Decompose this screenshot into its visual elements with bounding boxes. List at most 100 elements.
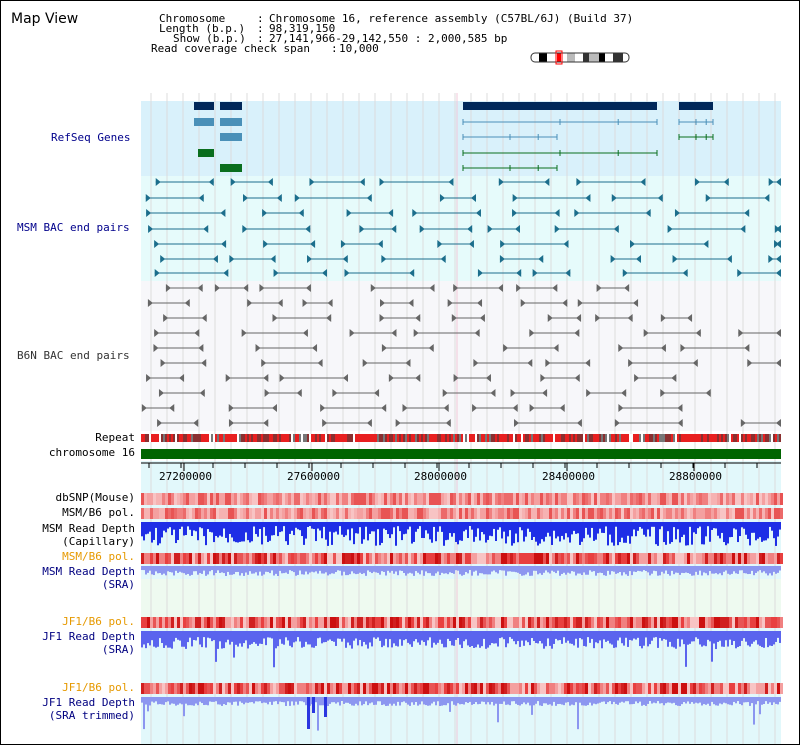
polymorphism-heatmap-cell xyxy=(555,683,558,694)
repeat-segment xyxy=(261,434,263,442)
repeat-segment xyxy=(759,434,761,442)
track-label-msm-bac[interactable]: MSM BAC end pairs xyxy=(17,221,130,234)
read-depth-bar xyxy=(759,631,761,646)
track-label-refseq[interactable]: RefSeq Genes xyxy=(51,131,131,144)
polymorphism-heatmap-cell xyxy=(645,553,648,564)
read-depth-bar xyxy=(655,566,657,572)
polymorphism-heatmap-cell xyxy=(396,508,399,519)
read-depth-bar xyxy=(751,697,753,704)
read-depth-bar xyxy=(143,697,145,730)
bac-end-marker xyxy=(366,194,372,202)
polymorphism-heatmap-cell xyxy=(360,508,363,519)
read-depth-bar xyxy=(415,631,417,640)
bac-end-marker xyxy=(674,209,680,217)
polymorphism-heatmap-cell xyxy=(435,617,438,628)
bac-end-marker xyxy=(640,178,646,186)
repeat-segment xyxy=(551,434,553,442)
polymorphism-heatmap-cell xyxy=(498,508,501,519)
read-depth-bar xyxy=(151,566,153,575)
read-depth-bar xyxy=(347,522,349,530)
read-depth-bar xyxy=(721,631,723,647)
polymorphism-heatmap-cell xyxy=(450,553,453,564)
read-depth-bar xyxy=(415,566,417,572)
polymorphism-heatmap-cell xyxy=(255,493,258,505)
read-depth-bar xyxy=(447,697,449,704)
repeat-segment xyxy=(325,434,327,442)
repeat-segment xyxy=(229,434,231,442)
read-depth-bar xyxy=(453,697,455,705)
bac-end-marker xyxy=(366,419,372,427)
read-depth-bar xyxy=(331,697,333,703)
read-depth-bar xyxy=(703,697,705,705)
axis-tick-label: 27600000 xyxy=(287,470,340,483)
polymorphism-heatmap-cell xyxy=(213,553,216,564)
read-depth-bar xyxy=(581,522,583,542)
polymorphism-heatmap-cell xyxy=(390,493,393,505)
polymorphism-heatmap-cell xyxy=(579,553,582,564)
bac-end-marker xyxy=(487,225,493,233)
polymorphism-heatmap-cell xyxy=(759,683,762,694)
refseq-gene-block xyxy=(679,102,713,110)
read-depth-bar xyxy=(197,697,199,706)
polymorphism-heatmap-cell xyxy=(723,617,726,628)
read-depth-bar xyxy=(467,697,469,703)
track-label-jf1-b6-pol-2[interactable]: JF1/B6 pol. xyxy=(62,681,135,694)
polymorphism-heatmap-cell xyxy=(267,508,270,519)
read-depth-bar xyxy=(699,697,701,703)
track-label-jf1-b6-pol[interactable]: JF1/B6 pol. xyxy=(62,615,135,628)
track-label-msm-b6-pol[interactable]: MSM/B6 pol. xyxy=(62,506,135,519)
polymorphism-heatmap-cell xyxy=(303,617,306,628)
read-depth-bar xyxy=(663,631,665,639)
track-label-msm-depth-cap[interactable]: MSM Read Depth xyxy=(42,522,135,535)
read-depth-bar xyxy=(459,566,461,575)
track-label-msm-depth-sra[interactable]: MSM Read Depth xyxy=(42,565,135,578)
track-label-jf1-depth-trim[interactable]: JF1 Read Depth xyxy=(42,696,135,709)
polymorphism-heatmap-cell xyxy=(669,508,672,519)
polymorphism-heatmap-cell xyxy=(621,683,624,694)
bac-end-marker xyxy=(677,419,683,427)
polymorphism-heatmap-cell xyxy=(369,553,372,564)
polymorphism-heatmap-cell xyxy=(303,508,306,519)
track-label-jf1-depth-sra[interactable]: JF1 Read Depth xyxy=(42,630,135,643)
read-depth-bar xyxy=(339,566,341,571)
polymorphism-heatmap-cell xyxy=(615,553,618,564)
read-depth-bar xyxy=(573,631,575,646)
polymorphism-heatmap-cell xyxy=(156,553,159,564)
bac-end-marker xyxy=(512,404,518,412)
polymorphism-heatmap-cell xyxy=(207,683,210,694)
read-depth-bar xyxy=(747,522,749,539)
polymorphism-heatmap-cell xyxy=(144,617,147,628)
bac-end-marker xyxy=(305,225,311,233)
read-depth-bar xyxy=(225,631,227,643)
read-depth-bar xyxy=(333,522,335,533)
repeat-segment xyxy=(395,434,397,442)
read-depth-bar xyxy=(337,522,339,535)
read-depth-bar xyxy=(623,522,625,543)
track-label-msm-b6-pol-2[interactable]: MSM/B6 pol. xyxy=(62,550,135,563)
track-label-chromosome[interactable]: chromosome 16 xyxy=(48,446,135,459)
read-depth-bar xyxy=(747,566,749,575)
read-depth-bar xyxy=(325,631,327,643)
read-depth-bar xyxy=(287,631,289,641)
read-depth-bar xyxy=(565,522,567,534)
read-depth-bar xyxy=(381,697,383,706)
bac-end-marker xyxy=(585,359,591,367)
polymorphism-heatmap-cell xyxy=(501,553,504,564)
polymorphism-heatmap-cell xyxy=(609,508,612,519)
polymorphism-heatmap-cell xyxy=(294,508,297,519)
refseq-gene-block xyxy=(194,102,214,110)
read-depth-bar xyxy=(313,522,315,530)
read-depth-bar xyxy=(699,631,701,645)
track-label-dbsnp[interactable]: dbSNP(Mouse) xyxy=(55,491,135,504)
polymorphism-heatmap-cell xyxy=(600,683,603,694)
track-label-b6n-bac[interactable]: B6N BAC end pairs xyxy=(17,349,130,362)
repeat-segment xyxy=(745,434,747,442)
polymorphism-heatmap-cell xyxy=(507,553,510,564)
bac-end-marker xyxy=(574,329,580,337)
polymorphism-heatmap-cell xyxy=(357,508,360,519)
track-label-repeat[interactable]: Repeat xyxy=(95,431,135,444)
polymorphism-heatmap-cell xyxy=(471,553,474,564)
read-depth-bar xyxy=(385,631,387,639)
polymorphism-heatmap-cell xyxy=(276,617,279,628)
